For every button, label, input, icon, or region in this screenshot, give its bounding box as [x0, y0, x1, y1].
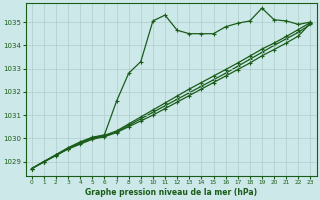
X-axis label: Graphe pression niveau de la mer (hPa): Graphe pression niveau de la mer (hPa) [85, 188, 257, 197]
